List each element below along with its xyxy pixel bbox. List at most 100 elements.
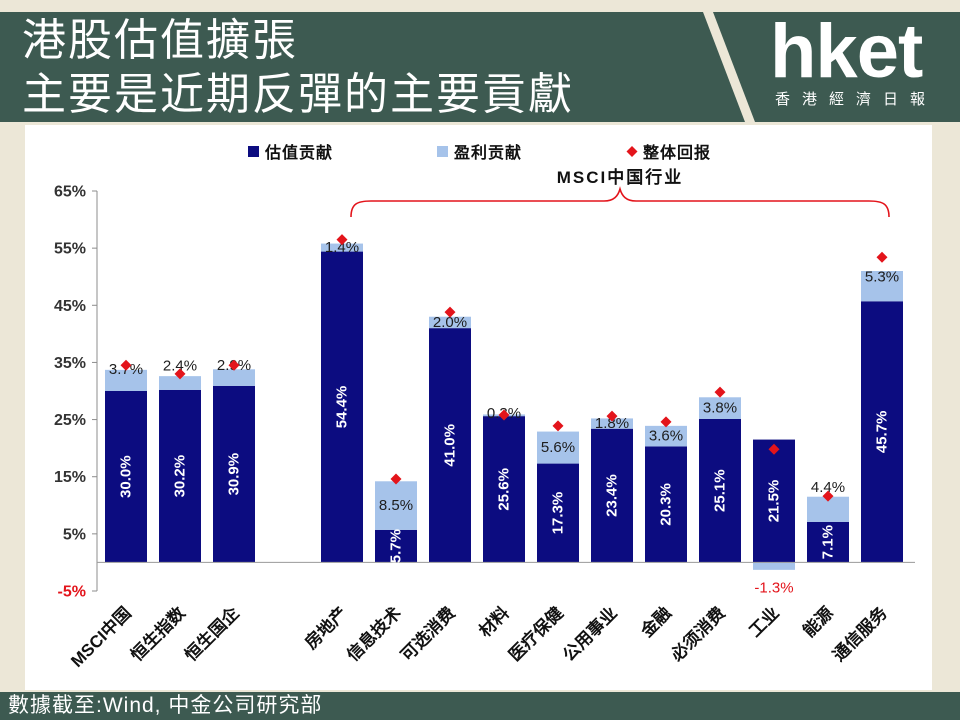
total-return-marker xyxy=(714,386,726,398)
total-return-marker xyxy=(336,234,348,246)
total-return-marker xyxy=(390,473,402,485)
earnings-label: 2.0% xyxy=(433,314,467,331)
earnings-bar xyxy=(105,369,147,391)
earnings-label: 1.8% xyxy=(595,415,629,432)
category-label: 通信服务 xyxy=(829,602,892,665)
valuation-bar xyxy=(861,301,903,563)
earnings-bar xyxy=(645,425,687,447)
valuation-bar xyxy=(159,389,201,563)
y-tick-label: -5% xyxy=(58,584,86,601)
category-label: 能源 xyxy=(799,603,837,641)
valuation-bar xyxy=(807,521,849,563)
y-tick-label: 15% xyxy=(54,469,86,486)
earnings-bar xyxy=(429,316,471,329)
total-return-marker xyxy=(120,359,132,371)
data-labels: 30.0%3.7%30.2%2.4%30.9%2.9%54.4%1.4%5.7%… xyxy=(109,239,899,597)
logo-subtitle: 香港經濟日報 xyxy=(775,91,938,108)
category-label: 恒生指数 xyxy=(127,602,190,665)
category-label: 恒生国企 xyxy=(181,602,244,665)
y-tick-label: 65% xyxy=(54,184,86,201)
valuation-label: 30.9% xyxy=(226,453,243,496)
valuation-label: 20.3% xyxy=(658,483,675,526)
earnings-bar xyxy=(375,481,417,530)
title-line-2: 主要是近期反彈的主要貢獻 xyxy=(22,70,574,119)
earnings-bar xyxy=(321,243,363,252)
valuation-label: 30.0% xyxy=(118,455,135,498)
total-return-marker xyxy=(444,306,456,318)
category-label: 房地产 xyxy=(301,603,351,653)
valuation-label: 7.1% xyxy=(820,525,837,559)
category-label: 信息技术 xyxy=(343,603,405,665)
earnings-bar xyxy=(213,369,255,386)
total-return-marker xyxy=(228,359,240,371)
earnings-label: 5.3% xyxy=(865,269,899,286)
legend-label-valuation: 估值贡献 xyxy=(264,143,333,162)
chart-panel: 估值贡献 盈利贡献 整体回报 MSCI中国行业 65% 55% 45% 35% 25% 1… xyxy=(25,125,932,690)
earnings-label: -1.3% xyxy=(754,580,793,597)
valuation-label: 17.3% xyxy=(550,492,567,535)
y-tick-label: 35% xyxy=(54,355,86,372)
earnings-bar xyxy=(861,271,903,302)
valuation-bar xyxy=(537,463,579,563)
valuation-bar xyxy=(375,529,417,563)
earnings-bar xyxy=(753,562,795,570)
earnings-bar xyxy=(699,397,741,419)
total-return-marker xyxy=(552,420,564,432)
title-banner: 港股估值擴張 主要是近期反彈的主要貢獻 xyxy=(0,12,745,122)
category-label: 医疗保健 xyxy=(505,603,567,665)
bars xyxy=(105,243,903,570)
stacked-bar-chart: 估值贡献 盈利贡献 整体回报 MSCI中国行业 65% 55% 45% 35% 25% 1… xyxy=(54,143,915,671)
source-text: 數據截至:Wind, 中金公司研究部 xyxy=(8,694,323,717)
valuation-bar xyxy=(483,416,525,563)
total-return-marker xyxy=(768,443,780,455)
earnings-label: 1.4% xyxy=(325,239,359,256)
valuation-bar xyxy=(699,419,741,563)
legend-label-earnings: 盈利贡献 xyxy=(453,143,522,162)
valuation-bar xyxy=(321,251,363,563)
source-footer: 數據截至:Wind, 中金公司研究部 xyxy=(0,692,960,720)
chart-legend: 估值贡献 盈利贡献 整体回报 xyxy=(248,143,710,162)
valuation-label: 25.1% xyxy=(712,469,729,512)
category-label: 金融 xyxy=(636,603,675,642)
earnings-label: 3.6% xyxy=(649,428,683,445)
category-label: 材料 xyxy=(475,603,513,641)
y-tick-label: 55% xyxy=(54,241,86,258)
category-label: MSCI中国 xyxy=(67,603,135,671)
valuation-label: 54.4% xyxy=(334,386,351,429)
total-return-marker xyxy=(174,368,186,380)
valuation-label: 41.0% xyxy=(442,424,459,467)
earnings-bar xyxy=(591,418,633,429)
valuation-bar xyxy=(105,391,147,563)
logo-wordmark: hket xyxy=(770,12,923,94)
total-return-markers xyxy=(120,234,888,502)
y-tick-label: 5% xyxy=(63,526,86,543)
valuation-bar xyxy=(753,439,795,563)
y-tick-label: 25% xyxy=(54,412,86,429)
valuation-label: 45.7% xyxy=(874,411,891,454)
earnings-label: 3.8% xyxy=(703,400,737,417)
title-line-1: 港股估值擴張 xyxy=(22,16,298,65)
legend-swatch-total-return xyxy=(626,146,638,157)
category-label: 公用事业 xyxy=(559,603,621,665)
valuation-label: 5.7% xyxy=(388,529,405,563)
earnings-bar xyxy=(159,376,201,390)
category-label: 可选消费 xyxy=(397,603,459,665)
total-return-marker xyxy=(876,251,888,263)
y-axis: 65% 55% 45% 35% 25% 15% 5% -5% xyxy=(54,184,98,601)
valuation-bar xyxy=(645,446,687,563)
earnings-label: 2.4% xyxy=(163,358,197,375)
total-return-marker xyxy=(498,409,510,421)
valuation-label: 25.6% xyxy=(496,468,513,511)
legend-swatch-valuation xyxy=(248,146,259,157)
valuation-label: 30.2% xyxy=(172,455,189,498)
category-label: 工业 xyxy=(745,603,782,640)
valuation-bar xyxy=(429,328,471,563)
y-tick-label: 45% xyxy=(54,298,86,315)
total-return-marker xyxy=(606,410,618,422)
total-return-marker xyxy=(660,416,672,428)
valuation-label: 21.5% xyxy=(766,480,783,523)
hket-logo: hket 香港經濟日報 xyxy=(713,12,960,122)
valuation-bar xyxy=(591,428,633,563)
